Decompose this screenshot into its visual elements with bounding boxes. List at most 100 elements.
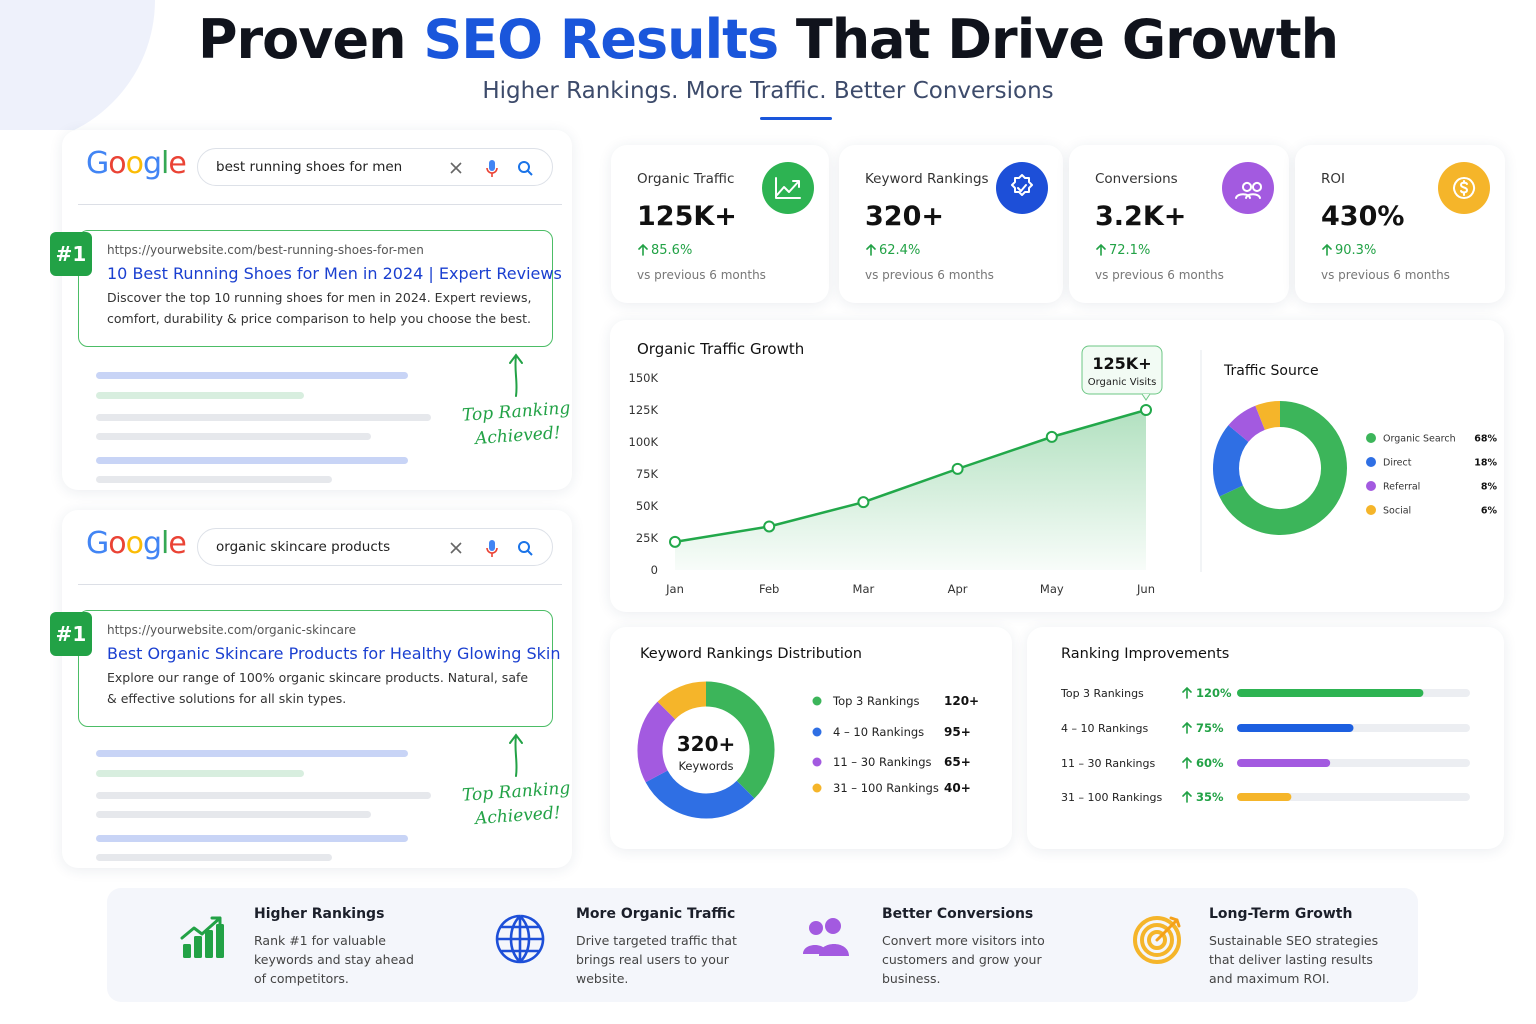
annotation: Top Ranking Achieved! <box>461 398 571 449</box>
up-arrow <box>866 243 876 256</box>
icon-body <box>803 944 849 956</box>
search-icons <box>450 160 533 177</box>
metric-label: ROI <box>1321 171 1345 187</box>
icon-ring <box>1133 916 1181 964</box>
feature-title: Higher Rankings <box>254 906 385 922</box>
feature-icon <box>1133 916 1181 964</box>
title-end: That Drive Growth <box>795 8 1339 71</box>
placeholder-line <box>96 372 408 379</box>
search-icon-handle <box>527 170 533 176</box>
search-card: Google best running shoes for men https://… <box>50 130 572 490</box>
metric-change: 62.4% <box>879 243 921 258</box>
clear-icon <box>450 542 462 554</box>
metric-change: 72.1% <box>1109 243 1151 258</box>
icon-glyph <box>1453 177 1476 199</box>
result-box: https://yourwebsite.com/best-running-sho… <box>78 230 562 347</box>
search-query: best running shoes for men <box>216 159 403 175</box>
icon-globe <box>495 914 545 964</box>
search-icon <box>518 541 530 553</box>
feature-title: More Organic Traffic <box>576 906 736 922</box>
logo-letter: o <box>125 526 144 561</box>
icon-circle <box>762 162 814 214</box>
annotation: Top Ranking Achieved! <box>461 778 571 829</box>
search-icon <box>518 161 530 173</box>
google-logo: Google <box>86 146 187 181</box>
subtitle: Higher Rankings. More Traffic. Better Co… <box>482 78 1054 104</box>
logo-letter: l <box>161 146 169 181</box>
mic-icon <box>489 160 495 171</box>
change-arrow <box>638 243 648 256</box>
metric-label: Organic Traffic <box>637 171 735 187</box>
icon-glyph <box>775 177 801 199</box>
logo-letter: g <box>142 146 162 181</box>
logo-letter: g <box>142 526 162 561</box>
keyword-card <box>610 627 1012 849</box>
feature-icon <box>803 918 849 956</box>
up-arrow <box>638 243 648 256</box>
result-url: https://yourwebsite.com/organic-skincare <box>107 623 357 637</box>
metric-label: Keyword Rankings <box>865 171 989 187</box>
metric-value: 125K+ <box>637 201 737 232</box>
metric-card: Keyword Rankings 320+ 62.4% vs previous 6 m… <box>839 145 1063 303</box>
logo-letter: o <box>108 526 126 561</box>
clear-icon <box>450 162 462 174</box>
metric-card: ROI 430% 90.3% vs previous 6 months <box>1295 145 1505 303</box>
logo-letter: e <box>168 526 186 561</box>
placeholder-line <box>96 811 371 818</box>
rank-badge: #1 <box>50 232 92 276</box>
up-arrow <box>1322 243 1332 256</box>
placeholder-line <box>96 433 371 440</box>
search-box: organic skincare products <box>197 528 553 566</box>
change-arrow <box>1322 243 1332 256</box>
mic-stand <box>486 547 498 557</box>
result-box: https://yourwebsite.com/organic-skincare… <box>78 610 561 727</box>
feature-strip: Higher Rankings Rank #1 for valuable keyw… <box>107 888 1418 1002</box>
feature-title: Long-Term Growth <box>1209 906 1353 922</box>
metric-value: 3.2K+ <box>1095 201 1187 232</box>
mic-icon <box>489 540 495 551</box>
annotation-arrow <box>509 353 523 397</box>
divider <box>78 204 562 205</box>
placeholder-line <box>96 457 408 464</box>
logo-letter: e <box>168 146 186 181</box>
feature-text: Rank #1 for valuable keywords and stay a… <box>254 933 414 986</box>
change-arrow <box>866 243 876 256</box>
metric-change: 85.6% <box>651 243 693 258</box>
google-logo: Google <box>86 526 187 561</box>
icon-bar <box>194 936 202 958</box>
metric-icon <box>996 162 1048 214</box>
change-arrow <box>1096 243 1106 256</box>
metric-card: Conversions 3.2K+ 72.1% vs previous 6 month… <box>1069 145 1289 303</box>
annotation-arrow <box>509 733 523 777</box>
arrow-line <box>509 733 523 777</box>
traffic-card <box>610 320 1504 612</box>
placeholder-line <box>96 750 408 757</box>
search-icon-handle <box>527 550 533 556</box>
search-box: best running shoes for men <box>197 148 553 186</box>
metric-period: vs previous 6 months <box>1095 268 1224 282</box>
metric-value: 430% <box>1321 201 1405 232</box>
icon-bar <box>205 930 213 958</box>
result-description: Explore our range of 100% organic skinca… <box>107 670 529 706</box>
page-title: Proven SEO Results That Drive Growth <box>0 8 1536 71</box>
icon-ring <box>1147 930 1167 950</box>
result-url: https://yourwebsite.com/best-running-sho… <box>107 243 424 257</box>
title-underline <box>760 117 832 120</box>
logo-letter: l <box>161 526 169 561</box>
result-title: Best Organic Skincare Products for Healt… <box>107 644 561 663</box>
logo-letter: o <box>108 146 126 181</box>
title-start: Proven <box>197 8 407 71</box>
search-icons <box>450 540 533 557</box>
placeholder-line <box>96 392 304 399</box>
placeholder-line <box>96 414 431 421</box>
icon-bar <box>183 944 191 958</box>
placeholder-line <box>96 854 332 861</box>
icon-head <box>809 921 823 935</box>
divider <box>78 584 562 585</box>
arrow-line <box>509 353 523 397</box>
up-arrow <box>1096 243 1106 256</box>
title-highlight: SEO Results <box>423 8 779 71</box>
icon-circle <box>996 162 1048 214</box>
logo-letter: o <box>125 146 144 181</box>
feature-title: Better Conversions <box>882 906 1034 922</box>
